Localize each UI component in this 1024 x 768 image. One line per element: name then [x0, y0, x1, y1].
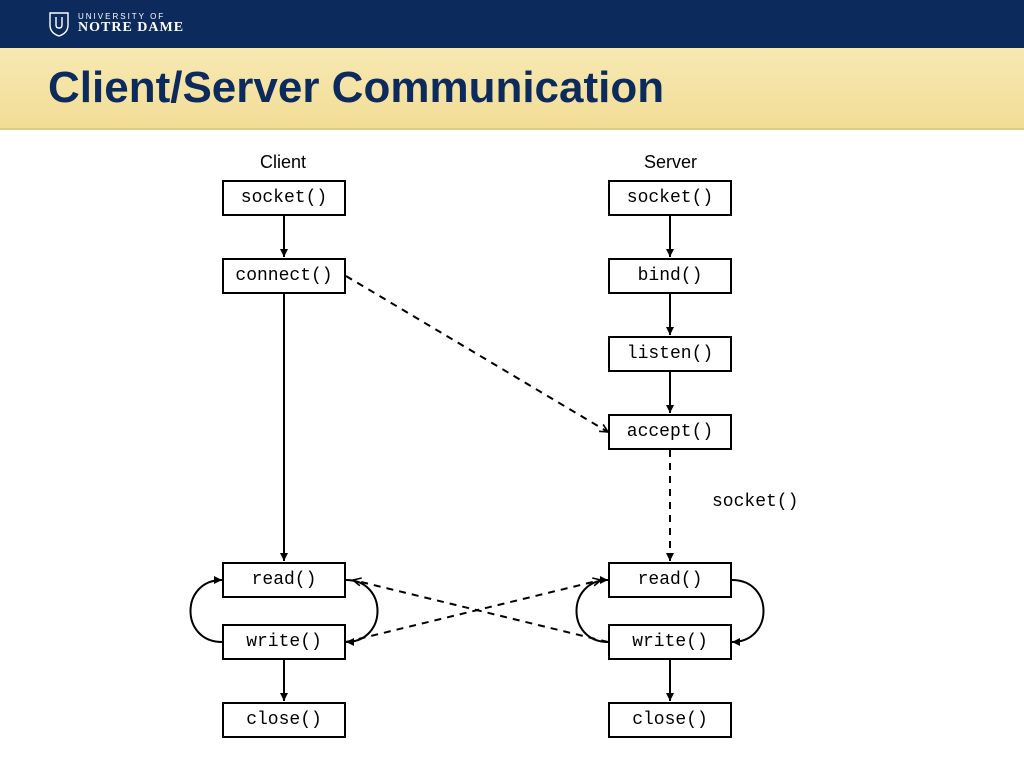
- flow-node-s_listen: listen(): [608, 336, 732, 372]
- flow-node-s_bind: bind(): [608, 258, 732, 294]
- flow-node-s_write: write(): [608, 624, 732, 660]
- logo-bottom-text: NOTRE DAME: [78, 21, 184, 35]
- header-bar: UNIVERSITY OF NOTRE DAME: [0, 0, 1024, 48]
- diagram-svg: [0, 130, 1024, 768]
- flow-node-s_read: read(): [608, 562, 732, 598]
- flow-node-c_close: close(): [222, 702, 346, 738]
- flow-node-s_socket: socket(): [608, 180, 732, 216]
- diagram-area: Client Server socket() connect() read() write…: [0, 130, 1024, 768]
- flow-node-c_write: write(): [222, 624, 346, 660]
- free-label: socket(): [712, 492, 798, 512]
- flow-node-s_close: close(): [608, 702, 732, 738]
- flow-node-c_connect: connect(): [222, 258, 346, 294]
- flow-node-c_read: read(): [222, 562, 346, 598]
- column-label: Server: [644, 152, 697, 173]
- flow-node-s_accept: accept(): [608, 414, 732, 450]
- slide-title: Client/Server Communication: [48, 63, 664, 113]
- shield-icon: [48, 11, 70, 37]
- column-label: Client: [260, 152, 306, 173]
- university-logo: UNIVERSITY OF NOTRE DAME: [48, 11, 184, 37]
- title-bar: Client/Server Communication: [0, 48, 1024, 130]
- flow-node-c_socket: socket(): [222, 180, 346, 216]
